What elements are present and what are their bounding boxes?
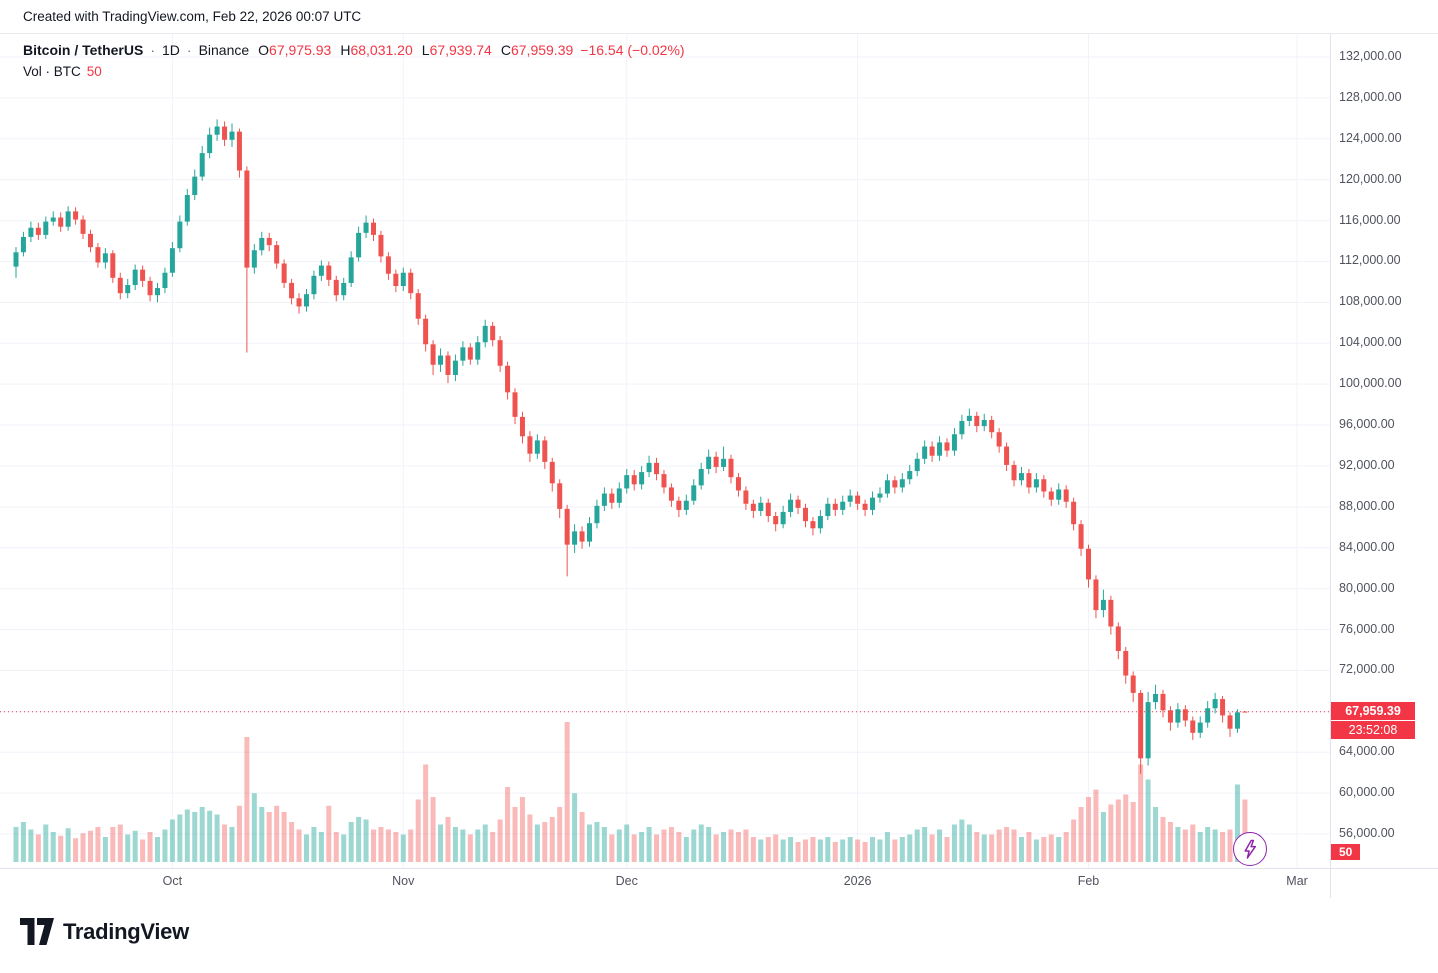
price-tick-label: 64,000.00 <box>1339 744 1395 759</box>
open-number: 67,975.93 <box>269 42 332 58</box>
interval-label[interactable]: 1D <box>161 42 180 58</box>
chart-legend: Bitcoin / TetherUS · 1D · Binance O67,97… <box>23 41 685 81</box>
price-tick-label: 84,000.00 <box>1339 539 1395 554</box>
time-tick-label: Dec <box>615 874 638 888</box>
volume-axis-badge: 50 <box>1331 844 1361 860</box>
current-price-badge: 67,959.39 23:52:08 <box>1331 701 1415 739</box>
grid-lines <box>0 33 1330 868</box>
exchange-label[interactable]: Binance <box>198 42 250 58</box>
close-value: C67,959.39 <box>501 41 573 60</box>
time-tick-label: Oct <box>162 874 183 888</box>
price-tick-label: 116,000.00 <box>1339 212 1401 227</box>
tradingview-logo-icon <box>20 918 54 945</box>
volume-indicator-label[interactable]: Vol · BTC <box>23 63 81 79</box>
price-axis[interactable]: 56,000.0060,000.0064,000.0068,000.0072,0… <box>1330 0 1438 868</box>
attribution-text: Created with TradingView.com, Feb 22, 20… <box>23 9 362 24</box>
price-tick-label: 108,000.00 <box>1339 294 1402 309</box>
high-number: 68,031.20 <box>350 42 413 58</box>
attribution-bar: Created with TradingView.com, Feb 22, 20… <box>0 0 1438 34</box>
time-tick-label: Mar <box>1286 874 1308 888</box>
price-tick-label: 104,000.00 <box>1339 335 1402 350</box>
brand-name: TradingView <box>63 918 189 944</box>
time-axis-separator <box>0 868 1438 869</box>
price-tick-label: 112,000.00 <box>1339 253 1401 268</box>
current-price-value: 67,959.39 <box>1331 701 1415 720</box>
volume-indicator-value: 50 <box>86 63 102 79</box>
lightning-icon <box>1244 839 1257 859</box>
price-tick-label: 92,000.00 <box>1339 457 1395 472</box>
price-tick-label: 80,000.00 <box>1339 580 1395 595</box>
bar-countdown: 23:52:08 <box>1331 720 1415 739</box>
price-tick-label: 76,000.00 <box>1339 621 1395 636</box>
price-tick-label: 100,000.00 <box>1339 376 1402 391</box>
price-axis-separator <box>1330 33 1331 898</box>
low-number: 67,939.74 <box>429 42 492 58</box>
price-tick-label: 60,000.00 <box>1339 785 1395 800</box>
high-value: H68,031.20 <box>340 41 412 60</box>
price-tick-label: 88,000.00 <box>1339 498 1395 513</box>
price-tick-label: 124,000.00 <box>1339 130 1402 145</box>
close-number: 67,959.39 <box>510 42 574 58</box>
time-tick-label: 2026 <box>843 874 872 888</box>
instant-chart-button[interactable] <box>1233 832 1267 866</box>
price-tick-label: 72,000.00 <box>1339 662 1395 677</box>
low-letter: L <box>421 42 430 58</box>
separator: · <box>186 42 192 58</box>
price-tick-label: 96,000.00 <box>1339 417 1395 432</box>
price-tick-label: 120,000.00 <box>1339 171 1402 186</box>
symbol-name[interactable]: Bitcoin / TetherUS <box>23 42 144 58</box>
price-tick-label: 128,000.00 <box>1339 89 1402 104</box>
open-value: O67,975.93 <box>258 41 331 60</box>
brand-footer[interactable]: TradingView <box>20 918 189 945</box>
time-tick-label: Feb <box>1077 874 1100 888</box>
time-tick-label: Nov <box>392 874 415 888</box>
change-value: −16.54 (−0.02%) <box>580 42 685 58</box>
high-letter: H <box>340 42 351 58</box>
price-tick-label: 56,000.00 <box>1339 826 1395 840</box>
close-letter: C <box>500 42 511 58</box>
open-letter: O <box>258 42 270 58</box>
low-value: L67,939.74 <box>422 41 492 60</box>
candles <box>13 119 1248 774</box>
volume-bars <box>13 722 1248 862</box>
time-axis[interactable]: Oct Nov Dec 2026 Feb Mar <box>0 869 1438 898</box>
separator: · <box>150 42 155 58</box>
price-tick-label: 132,000.00 <box>1339 49 1402 63</box>
